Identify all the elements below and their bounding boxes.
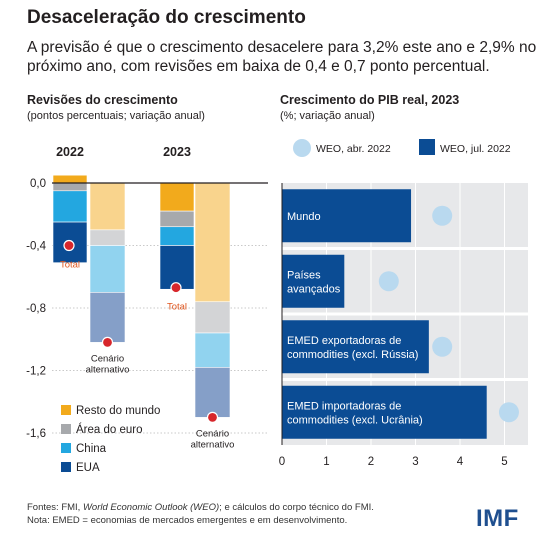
bar-baseline-2022-1 bbox=[52, 182, 88, 192]
group-label: 2022 bbox=[56, 145, 84, 159]
bar-alternative-2023-1 bbox=[194, 301, 231, 334]
sources-italic: World Economic Outlook (WEO) bbox=[82, 502, 220, 513]
x-tick-label: 1 bbox=[323, 456, 329, 468]
legend-swatch bbox=[61, 462, 71, 472]
legend-label: EUA bbox=[76, 462, 100, 474]
group-label: 2023 bbox=[163, 145, 191, 159]
bar-baseline-2022-0 bbox=[52, 174, 88, 184]
marker-weo-apr-2022 bbox=[498, 402, 519, 423]
category-label-line1: EMED exportadoras de bbox=[287, 335, 401, 347]
x-tick-label: 5 bbox=[501, 456, 507, 468]
bar-weo-jul-2022 bbox=[282, 385, 487, 439]
legend-label: Resto do mundo bbox=[76, 405, 160, 417]
x-tick-label: 4 bbox=[457, 456, 464, 468]
chart-subtitle: A previsão é que o crescimento desaceler… bbox=[27, 39, 537, 75]
bar-alternative-2023-0 bbox=[194, 182, 231, 303]
bar-baseline-2023-2 bbox=[159, 226, 195, 246]
legend-swatch bbox=[61, 424, 71, 434]
x-tick-label: 0 bbox=[279, 456, 285, 468]
total-label: Total bbox=[60, 260, 80, 271]
x-tick-label: 2 bbox=[368, 456, 374, 468]
legend-label-jul: WEO, jul. 2022 bbox=[440, 143, 511, 155]
bar-weo-jul-2022 bbox=[282, 320, 429, 374]
bar-baseline-2023-0 bbox=[159, 182, 195, 212]
legend-marker-apr bbox=[293, 139, 311, 157]
sources-prefix: Fontes: FMI, bbox=[27, 502, 83, 513]
bar-alternative-2023-2 bbox=[194, 332, 231, 368]
marker-weo-apr-2022 bbox=[378, 271, 399, 292]
sources-suffix: ; e cálculos do corpo técnico do FMI. bbox=[219, 502, 374, 513]
left-panel-subtitle: (pontos percentuais; variação anual) bbox=[27, 110, 205, 122]
alternative-label-line2: alternativo bbox=[191, 439, 235, 450]
y-tick-label: 0,0 bbox=[30, 178, 46, 190]
alternative-label-line1: Cenário bbox=[196, 428, 229, 439]
y-tick-label: -0,8 bbox=[26, 303, 46, 315]
bar-baseline-2023-1 bbox=[159, 210, 195, 228]
footer: Fontes: FMI, World Economic Outlook (WEO… bbox=[27, 501, 374, 527]
alternative-label-line1: Cenário bbox=[91, 353, 124, 364]
category-label-line1: EMED importadoras de bbox=[287, 400, 401, 412]
alternative-total-marker bbox=[101, 336, 114, 348]
category-label-line1: Países bbox=[287, 269, 321, 281]
total-marker bbox=[170, 282, 182, 294]
chart-title: Desaceleração do crescimento bbox=[27, 7, 306, 28]
category-label-line2: commodities (excl. Rússia) bbox=[287, 349, 418, 361]
marker-weo-apr-2022 bbox=[432, 205, 453, 226]
bar-alternative-2022-2 bbox=[89, 245, 126, 293]
footer-sources: Fontes: FMI, World Economic Outlook (WEO… bbox=[27, 501, 374, 514]
category-label-line2: commodities (excl. Ucrânia) bbox=[287, 414, 423, 426]
bar-weo-jul-2022 bbox=[282, 254, 345, 308]
bar-baseline-2022-2 bbox=[52, 190, 88, 223]
bar-alternative-2023-3 bbox=[194, 367, 231, 418]
imf-logo: IMF bbox=[476, 505, 519, 532]
legend-swatch bbox=[61, 405, 71, 415]
right-panel-subtitle: (%; variação anual) bbox=[280, 110, 375, 122]
y-tick-label: -1,2 bbox=[26, 366, 46, 378]
total-label: Total bbox=[167, 302, 187, 313]
category-label: Mundo bbox=[287, 211, 321, 223]
bar-alternative-2022-3 bbox=[89, 292, 126, 343]
legend-label: China bbox=[76, 443, 107, 455]
y-tick-label: -0,4 bbox=[26, 241, 46, 253]
left-panel-title: Revisões do crescimento bbox=[27, 93, 178, 107]
total-marker bbox=[63, 239, 75, 252]
right-panel-title: Crescimento do PIB real, 2023 bbox=[280, 93, 460, 107]
marker-weo-apr-2022 bbox=[432, 336, 453, 357]
alternative-total-marker bbox=[206, 411, 219, 423]
bar-alternative-2022-0 bbox=[89, 182, 126, 231]
y-tick-label: -1,6 bbox=[26, 428, 46, 440]
alternative-label-line2: alternativo bbox=[86, 364, 130, 375]
footer-note: Nota: EMED = economias de mercados emerg… bbox=[27, 515, 348, 526]
bar-alternative-2022-1 bbox=[89, 229, 126, 246]
legend-label-apr: WEO, abr. 2022 bbox=[316, 143, 391, 155]
bar-weo-jul-2022 bbox=[282, 189, 412, 243]
legend-swatch bbox=[61, 443, 71, 453]
legend-label: Área do euro bbox=[76, 423, 143, 436]
legend-swatch-jul bbox=[419, 139, 435, 155]
category-label-line2: avançados bbox=[287, 283, 341, 295]
x-tick-label: 3 bbox=[412, 456, 418, 468]
